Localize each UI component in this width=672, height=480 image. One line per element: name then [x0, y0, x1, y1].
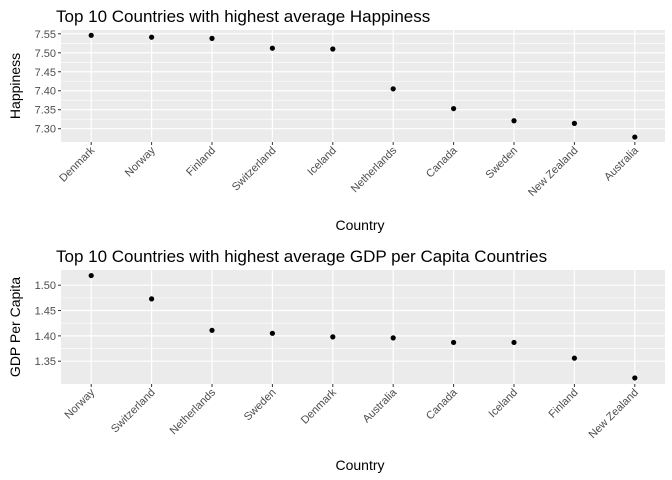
- data-point: [330, 46, 336, 52]
- x-tick-label: Australia: [602, 144, 641, 183]
- x-tick-label: Switzerland: [230, 145, 279, 194]
- x-tick-label: Australia: [361, 386, 400, 425]
- y-tick-label: 1.35: [35, 356, 56, 368]
- data-points: [88, 272, 638, 381]
- y-tick-label: 7.30: [35, 124, 56, 136]
- data-point: [632, 134, 638, 140]
- x-tick-label: Sweden: [242, 387, 279, 424]
- x-tick-label: Iceland: [305, 145, 339, 179]
- x-tick-label: Norway: [62, 386, 97, 421]
- plot-panel: [61, 270, 665, 384]
- happiness-chart: Top 10 Countries with highest average Ha…: [7, 7, 665, 233]
- data-point: [571, 120, 578, 126]
- y-axis-ticks: 1.35 1.40 1.45 1.50: [35, 280, 61, 368]
- y-tick-label: 1.40: [35, 331, 56, 343]
- y-tick-label: 7.55: [35, 29, 56, 41]
- data-point: [511, 339, 517, 346]
- x-axis-ticks: Norway Switzerland Netherlands Sweden Denmar…: [62, 384, 641, 441]
- y-tick-label: 7.50: [35, 48, 56, 60]
- x-tick-label: Canada: [424, 386, 460, 422]
- y-axis-ticks: 7.30 7.35 7.40 7.45 7.50 7.55: [35, 29, 61, 136]
- data-point: [390, 86, 396, 92]
- gdp-chart: Top 10 Countries with highest average GD…: [7, 247, 665, 473]
- grid-lines: [61, 270, 665, 384]
- x-tick-label: Switzerland: [109, 387, 158, 436]
- data-point: [149, 296, 155, 302]
- data-point: [269, 330, 275, 336]
- data-point: [511, 118, 517, 124]
- data-point: [451, 105, 457, 112]
- data-point: [571, 355, 578, 361]
- plot-panel: [61, 30, 665, 142]
- x-tick-label: New Zealand: [526, 145, 580, 199]
- x-tick-label: Sweden: [484, 145, 521, 182]
- x-tick-label: Iceland: [487, 387, 521, 421]
- x-tick-label: Denmark: [57, 144, 97, 184]
- data-point: [88, 32, 94, 38]
- y-tick-label: 7.35: [35, 105, 56, 117]
- x-tick-label: Netherlands: [349, 144, 400, 195]
- x-tick-label: Finland: [184, 145, 218, 179]
- chart-title: Top 10 Countries with highest average Ha…: [56, 7, 430, 26]
- y-axis-title: GDP Per Capita: [7, 277, 23, 377]
- data-point: [209, 35, 215, 41]
- x-axis-title: Country: [335, 457, 384, 473]
- x-tick-label: Norway: [123, 144, 158, 179]
- x-axis-ticks: Denmark Norway Finland Switzerland Iceland Ne…: [57, 142, 642, 199]
- data-points: [88, 32, 638, 140]
- data-point: [632, 375, 638, 381]
- x-tick-label: Netherlands: [168, 386, 219, 437]
- data-point: [330, 334, 336, 340]
- x-tick-label: Denmark: [299, 386, 339, 426]
- data-point: [209, 327, 215, 333]
- y-tick-label: 7.40: [35, 86, 56, 98]
- y-axis-title: Happiness: [7, 53, 23, 119]
- data-point: [149, 34, 155, 40]
- y-tick-label: 7.45: [35, 67, 56, 79]
- x-axis-title: Country: [335, 217, 384, 233]
- chart-title: Top 10 Countries with highest average GD…: [56, 247, 547, 266]
- y-tick-label: 1.50: [35, 280, 56, 292]
- data-point: [269, 45, 275, 51]
- data-point: [451, 339, 457, 346]
- y-tick-label: 1.45: [35, 306, 56, 318]
- x-tick-label: New Zealand: [587, 387, 641, 441]
- x-tick-label: Canada: [424, 144, 460, 180]
- data-point: [390, 335, 396, 341]
- x-tick-label: Finland: [547, 387, 581, 421]
- data-point: [88, 272, 94, 279]
